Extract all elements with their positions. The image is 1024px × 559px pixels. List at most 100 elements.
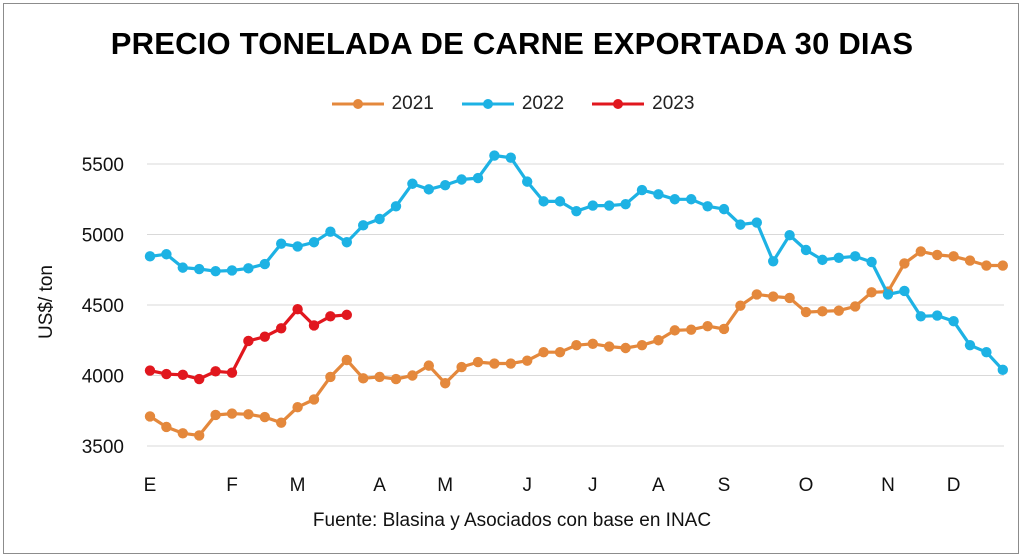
data-point-2021 xyxy=(833,305,844,316)
data-point-2021 xyxy=(571,339,582,351)
data-point-2021 xyxy=(981,260,992,271)
y-tick-label: 5500 xyxy=(82,155,124,176)
source-note: Fuente: Blasina y Asociados con base en … xyxy=(312,510,712,531)
data-point-2022 xyxy=(587,200,598,211)
x-tick-label: S xyxy=(718,475,731,496)
data-point-2021 xyxy=(653,335,664,346)
data-point-2021 xyxy=(948,251,959,262)
legend-label-2022: 2022 xyxy=(521,93,565,114)
x-tick-label: A xyxy=(373,475,386,496)
legend-swatch-2021 xyxy=(331,99,384,109)
data-point-2021 xyxy=(177,428,188,439)
data-point-2021 xyxy=(226,408,238,419)
data-point-2022 xyxy=(423,184,434,195)
data-point-2022 xyxy=(997,364,1008,376)
data-point-2021 xyxy=(620,342,631,354)
data-point-2021 xyxy=(964,255,976,266)
data-point-2022 xyxy=(964,339,976,351)
series-2021 xyxy=(144,246,1008,441)
data-point-2023 xyxy=(259,331,270,342)
data-point-2022 xyxy=(456,174,467,185)
data-point-2021 xyxy=(194,430,205,441)
data-point-2022 xyxy=(702,201,713,212)
legend-item-2022: 2022 xyxy=(460,93,564,115)
data-point-2021 xyxy=(374,371,385,383)
data-point-2022 xyxy=(472,172,484,184)
data-point-2022 xyxy=(538,196,549,207)
data-point-2021 xyxy=(161,421,172,433)
data-point-2023 xyxy=(144,365,156,376)
data-point-2021 xyxy=(669,325,680,336)
data-point-2022 xyxy=(571,206,582,217)
y-tick-label: 3500 xyxy=(82,437,124,458)
data-point-2021 xyxy=(390,373,402,385)
data-point-2022 xyxy=(276,238,287,249)
data-point-2023 xyxy=(226,367,238,378)
data-point-2021 xyxy=(489,358,500,369)
data-point-2021 xyxy=(686,324,697,335)
x-tick-label: M xyxy=(437,475,453,496)
data-point-2021 xyxy=(292,402,303,413)
data-point-2021 xyxy=(538,347,549,358)
data-point-2022 xyxy=(718,203,730,215)
y-tick-label: 4000 xyxy=(82,367,124,388)
data-point-2022 xyxy=(325,226,336,237)
data-point-2021 xyxy=(210,409,221,421)
data-point-2021 xyxy=(472,356,484,368)
data-point-2022 xyxy=(784,230,795,241)
data-point-2022 xyxy=(522,176,533,187)
x-tick-label: J xyxy=(588,475,598,496)
data-point-2021 xyxy=(276,417,287,428)
data-point-2022 xyxy=(686,194,697,205)
data-point-2021 xyxy=(505,358,516,369)
data-point-2022 xyxy=(915,311,926,322)
data-point-2022 xyxy=(440,179,451,191)
data-point-2022 xyxy=(932,310,943,321)
data-point-2023 xyxy=(325,311,336,322)
data-point-2021 xyxy=(423,360,434,371)
data-point-2023 xyxy=(341,309,352,321)
data-point-2022 xyxy=(735,219,746,230)
data-point-2022 xyxy=(636,184,648,196)
data-point-2022 xyxy=(308,237,320,248)
legend-swatch-2022 xyxy=(461,99,514,109)
data-point-2022 xyxy=(144,251,156,262)
data-point-2022 xyxy=(833,252,844,263)
data-point-2022 xyxy=(489,150,500,161)
legend-item-2021: 2021 xyxy=(330,93,434,115)
data-point-2022 xyxy=(768,256,779,267)
data-point-2021 xyxy=(850,301,861,312)
data-point-2022 xyxy=(194,263,205,275)
y-tick-label: 5000 xyxy=(82,226,124,247)
x-tick-label: D xyxy=(947,475,961,496)
y-axis-label: US$/ ton xyxy=(36,265,57,339)
data-point-2023 xyxy=(308,320,320,331)
data-point-2021 xyxy=(932,249,943,261)
y-tick-label: 4500 xyxy=(82,296,124,317)
data-point-2022 xyxy=(948,316,959,327)
series-line-2021 xyxy=(149,249,1003,437)
series-2022 xyxy=(144,150,1008,376)
x-tick-label: A xyxy=(652,475,665,496)
data-point-2022 xyxy=(374,213,385,225)
data-point-2022 xyxy=(259,258,270,270)
data-point-2021 xyxy=(751,289,762,300)
data-point-2022 xyxy=(817,254,828,266)
x-tick-label: E xyxy=(144,475,157,496)
x-tick-label: J xyxy=(522,475,532,496)
data-point-2021 xyxy=(358,373,369,384)
data-point-2021 xyxy=(243,409,254,420)
x-tick-label: M xyxy=(290,475,306,496)
data-point-2021 xyxy=(259,411,270,423)
data-point-2021 xyxy=(882,286,894,297)
data-point-2021 xyxy=(735,300,746,311)
data-point-2021 xyxy=(636,339,648,351)
data-point-2021 xyxy=(800,306,812,318)
data-point-2022 xyxy=(210,265,221,277)
data-point-2021 xyxy=(587,338,598,349)
data-point-2021 xyxy=(144,411,156,422)
legend-label-2021: 2021 xyxy=(391,93,434,114)
legend-item-2023: 2023 xyxy=(590,93,694,115)
data-point-2021 xyxy=(997,260,1008,271)
